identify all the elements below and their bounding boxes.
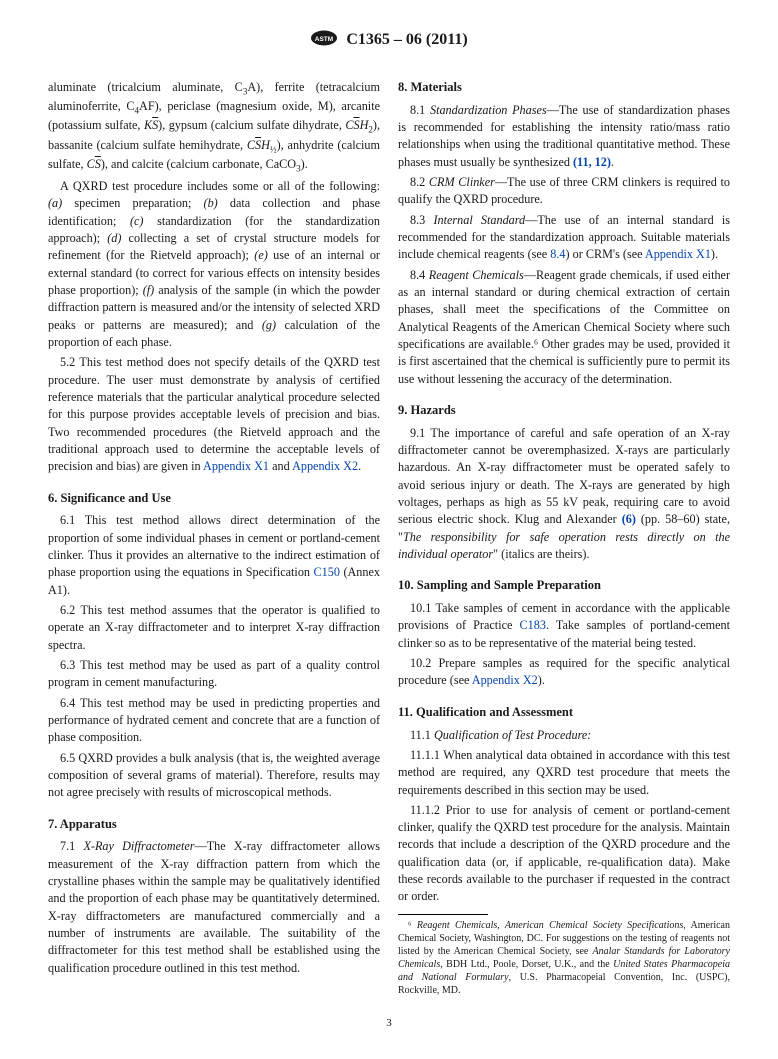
qxrd-procedure-paragraph: A QXRD test procedure includes some or a… (48, 178, 380, 351)
link-appendix-x1-b[interactable]: Appendix X1 (645, 247, 711, 261)
section-8-2: 8.2 CRM Clinker—The use of three CRM cli… (398, 174, 730, 209)
section-10-1: 10.1 Take samples of cement in accordanc… (398, 600, 730, 652)
link-c150[interactable]: C150 (314, 565, 340, 579)
section-9-1: 9.1 The importance of careful and safe o… (398, 425, 730, 564)
astm-logo: ASTM (310, 30, 338, 51)
section-11-1-2: 11.1.2 Prior to use for analysis of ceme… (398, 802, 730, 906)
heading-8: 8. Materials (398, 79, 730, 97)
right-column: 8. Materials 8.1 Standardization Phases—… (398, 79, 730, 997)
section-8-3: 8.3 Internal Standard—The use of an inte… (398, 212, 730, 264)
document-page: ASTM C1365 – 06 (2011) aluminate (trical… (0, 0, 778, 1059)
section-5-2: 5.2 This test method does not specify de… (48, 354, 380, 475)
svg-text:ASTM: ASTM (315, 36, 333, 43)
two-column-layout: aluminate (tricalcium aluminate, C3A), f… (48, 79, 730, 997)
section-6-5: 6.5 QXRD provides a bulk analysis (that … (48, 750, 380, 802)
heading-10: 10. Sampling and Sample Preparation (398, 577, 730, 595)
section-11-1: 11.1 Qualification of Test Procedure: (398, 727, 730, 744)
link-appendix-x1[interactable]: Appendix X1 (203, 459, 269, 473)
link-8-4[interactable]: 8.4 (550, 247, 565, 261)
section-8-4: 8.4 Reagent Chemicals—Reagent grade chem… (398, 267, 730, 388)
link-appendix-x2[interactable]: Appendix X2 (292, 459, 358, 473)
section-6-2: 6.2 This test method assumes that the op… (48, 602, 380, 654)
section-10-2: 10.2 Prepare samples as required for the… (398, 655, 730, 690)
left-column: aluminate (tricalcium aluminate, C3A), f… (48, 79, 380, 997)
link-ref-6[interactable]: (6) (622, 512, 636, 526)
page-number: 3 (48, 1017, 730, 1029)
heading-9: 9. Hazards (398, 402, 730, 420)
section-8-1: 8.1 Standardization Phases—The use of st… (398, 102, 730, 171)
heading-7: 7. Apparatus (48, 816, 380, 834)
link-c183[interactable]: C183 (520, 618, 546, 632)
link-refs-11-12[interactable]: (11, 12) (573, 155, 611, 169)
standard-header: ASTM C1365 – 06 (2011) (48, 30, 730, 51)
heading-6: 6. Significance and Use (48, 490, 380, 508)
designation-text: C1365 – 06 (2011) (346, 31, 467, 48)
section-11-1-1: 11.1.1 When analytical data obtained in … (398, 747, 730, 799)
footnote-6: ⁶ Reagent Chemicals, American Chemical S… (398, 919, 730, 997)
section-6-4: 6.4 This test method may be used in pred… (48, 695, 380, 747)
section-6-3: 6.3 This test method may be used as part… (48, 657, 380, 692)
section-6-1: 6.1 This test method allows direct deter… (48, 512, 380, 599)
heading-11: 11. Qualification and Assessment (398, 704, 730, 722)
section-7-1: 7.1 X-Ray Diffractometer—The X-ray diffr… (48, 838, 380, 977)
phase-list-paragraph: aluminate (tricalcium aluminate, C3A), f… (48, 79, 380, 175)
footnote-divider (398, 914, 488, 915)
link-appendix-x2-b[interactable]: Appendix X2 (472, 673, 538, 687)
